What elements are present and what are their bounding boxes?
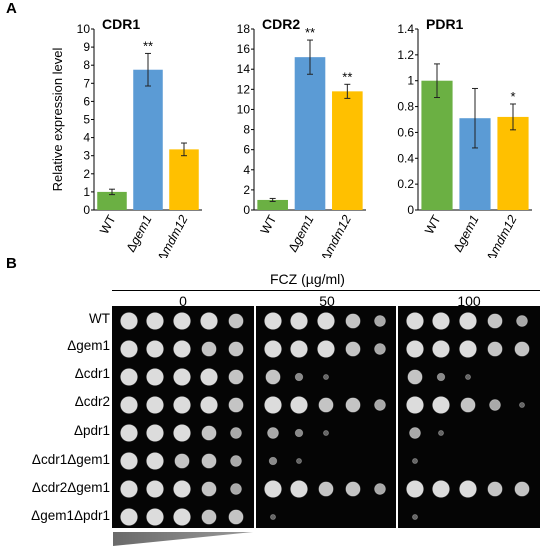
strain-label-pdr1: Δpdr1: [73, 423, 110, 438]
category-label: Δgem1: [286, 213, 317, 255]
y-tick-label: 2: [83, 167, 90, 181]
category-label: WT: [258, 213, 280, 237]
category-label: Δgem1: [124, 213, 155, 255]
bar: [169, 149, 199, 210]
y-tick-label: 18: [237, 22, 251, 36]
bar: [97, 191, 127, 210]
chart-pdr1: 0 0.2 0.4 0.6 0.8 1 1.2 1.4 PDR1 WT Δgem1 * Δmdm12: [397, 16, 532, 258]
y-tick-label: 5: [83, 113, 90, 127]
category-label: Δmdm12: [318, 213, 354, 258]
bar: [497, 116, 529, 210]
y-tick-label: 0.2: [397, 177, 414, 191]
y-tick-label: 9: [83, 40, 90, 54]
conc-label-0: 0: [179, 293, 187, 309]
category-label: Δmdm12: [484, 213, 520, 258]
y-tick-label: 16: [237, 42, 251, 56]
chart-title: CDR2: [262, 16, 300, 32]
y-tick-label: 1.2: [397, 48, 414, 62]
strain-label-cdr2: Δcdr2: [74, 394, 110, 409]
strain-label-cdr1: Δcdr1: [74, 366, 110, 381]
y-tick-label: 0: [243, 203, 250, 217]
y-tick-label: 0: [407, 203, 414, 217]
strain-label-wt: WT: [89, 311, 110, 326]
dilution-wedge: [113, 532, 253, 546]
y-tick-label: 6: [243, 143, 250, 157]
y-tick-label: 0.4: [397, 151, 414, 165]
conc-label-100: 100: [457, 293, 481, 309]
chart-title: PDR1: [426, 16, 464, 32]
y-tick-label: 1.4: [397, 22, 414, 36]
conc-label-50: 50: [319, 293, 335, 309]
strain-label-cdr2-gem1: Δcdr2Δgem1: [31, 480, 110, 495]
category-label: WT: [422, 213, 444, 237]
y-tick-label: 0: [83, 203, 90, 217]
bar: [257, 199, 288, 210]
category-label: WT: [97, 213, 119, 237]
plate-fcz-0: [112, 306, 254, 528]
plate-fcz-100: [398, 306, 540, 528]
bar: [421, 80, 453, 210]
y-tick-label: 2: [243, 183, 250, 197]
y-tick-label: 3: [83, 149, 90, 163]
y-tick-label: 4: [243, 163, 250, 177]
y-axis-label: Relative expression level: [50, 47, 65, 191]
chart-title: CDR1: [102, 16, 140, 32]
y-tick-label: 10: [237, 102, 251, 116]
significance-mark: **: [342, 69, 352, 84]
panel-a-letter: A: [6, 0, 17, 17]
bar: [332, 91, 363, 210]
significance-mark: *: [510, 89, 515, 104]
panel-b-letter: B: [6, 255, 17, 272]
y-tick-label: 14: [237, 62, 251, 76]
y-tick-label: 7: [83, 76, 90, 90]
y-tick-label: 10: [77, 22, 91, 36]
category-label: Δgem1: [451, 213, 482, 255]
y-tick-label: 1: [83, 185, 90, 199]
bar: [294, 57, 326, 211]
bar: [133, 69, 163, 210]
y-tick-label: 0.6: [397, 125, 414, 139]
y-tick-label: 4: [83, 131, 90, 145]
drug-label: FCZ (µg/ml): [270, 271, 345, 287]
strain-label-cdr1-gem1: Δcdr1Δgem1: [31, 452, 110, 467]
y-tick-label: 8: [243, 123, 250, 137]
category-label: Δmdm12: [155, 213, 191, 258]
y-tick-label: 12: [237, 82, 251, 96]
drug-divider: [112, 290, 540, 291]
y-tick-label: 8: [83, 58, 90, 72]
strain-label-gem1-pdr1: Δgem1Δpdr1: [31, 508, 110, 523]
significance-mark: **: [143, 38, 153, 53]
chart-cdr1: 0 1 2 3 4 5 6 7 8 9 10 CDR1 Relative expression leve…: [50, 16, 202, 258]
y-tick-label: 0.8: [397, 100, 414, 114]
y-tick-label: 1: [407, 74, 414, 88]
plate-fcz-50: [256, 306, 396, 528]
significance-mark: **: [305, 25, 315, 40]
chart-cdr2: 0 2 4 6 8 10 12 14 16 18 CDR2 WT ** Δgem1 ** Δmdm12: [237, 16, 366, 258]
strain-label-gem1: Δgem1: [67, 338, 110, 353]
y-tick-label: 6: [83, 94, 90, 108]
